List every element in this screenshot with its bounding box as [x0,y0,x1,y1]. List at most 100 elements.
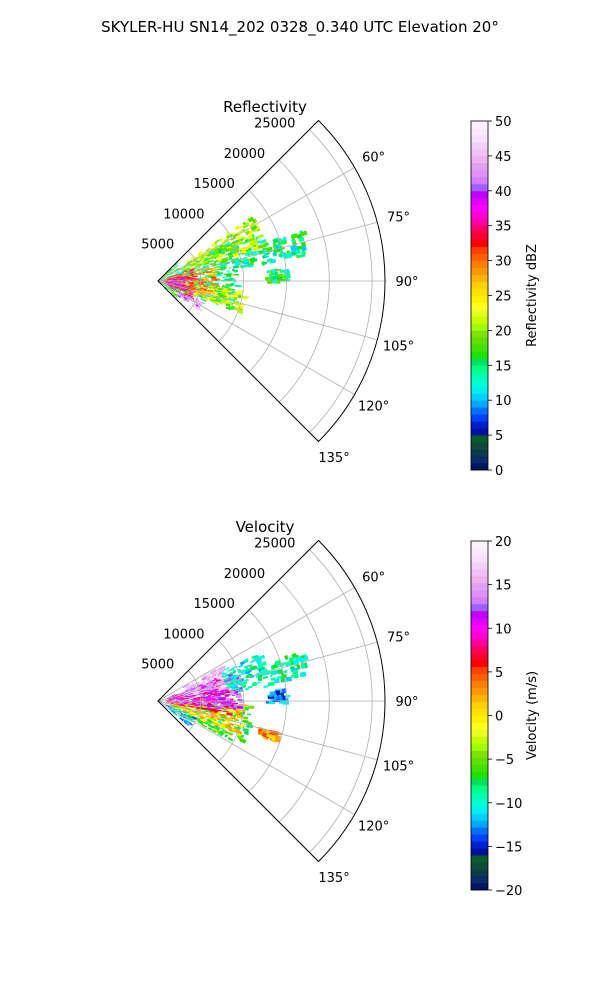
radar-echo-cell [169,285,174,288]
range-tick-label: 5000 [141,238,174,253]
radar-echo-cell [251,258,258,263]
colorbar-swatch [471,274,488,282]
radar-echo-cell [188,290,195,294]
colorbar-swatch [471,232,488,241]
colorbar-swatch [471,239,488,248]
radar-echo-cell [171,273,174,275]
radar-echo-cell [216,246,221,249]
radar-echo-cell [228,253,233,258]
colorbar-tick-label: 5 [495,666,503,681]
radar-echo-cell [248,237,256,242]
radar-echo-cell [209,260,213,263]
radar-echo-cell [181,709,187,713]
radar-echo-cell [259,239,267,244]
radar-echo-cell [184,701,189,702]
colorbar-swatch [471,708,488,716]
radar-echo-cell [194,255,200,260]
radar-echo-cell [253,655,261,662]
colorbar-tick-label: 10 [495,394,512,409]
radar-echo-cell [178,271,183,274]
radar-echo-cell [190,298,197,303]
colorbar-swatch [471,141,488,150]
radar-echo-cell [189,683,194,686]
azimuth-tick-label: 135° [318,451,349,466]
radar-echo-cell [200,707,208,710]
radar-echo-cell [193,701,200,703]
colorbar-swatch [471,421,488,429]
radar-echo-cell [232,301,240,306]
azimuth-tick-label: 120° [358,820,389,835]
radar-echo-cell [263,255,270,259]
radar-echo-cell [218,697,226,700]
radar-echo-cell [237,309,244,315]
radar-echo-cell [236,688,244,692]
radar-echo-cell [191,707,197,710]
colorbar-label: Velocity (m/s) [525,671,540,760]
radar-echo-cell [188,713,195,717]
radar-echo-cell [179,698,183,700]
radar-echo-cell [225,303,231,307]
radar-echo-cell [194,685,201,690]
colorbar-swatch [471,190,488,199]
colorbar: 0 5 10 15 20 25 30 35 40 45 50 Reflectivity dBZ [470,115,540,479]
azimuth-tick-label: 60° [362,151,385,166]
radar-echo-cell [235,694,242,698]
colorbar-swatch [471,834,488,842]
radar-echo-cell [245,248,251,253]
radar-echo-cell [168,285,173,288]
radar-echo-cell [233,296,238,301]
radar-echo-cell [177,701,185,703]
colorbar-swatch [471,792,488,800]
colorbar-swatch [471,778,488,786]
radar-echo-cell [242,727,250,733]
radar-echo-cell [214,296,219,299]
radar-echo-cell [173,268,178,272]
radar-echo-cell [205,714,212,718]
radar-echo-cell [241,241,246,245]
radar-echo-cell [228,305,235,311]
radar-echo-cell [229,722,235,727]
radar-echo-cell [184,691,189,694]
radar-echo-cell [211,243,215,247]
radar-echo-cell [165,275,172,279]
radar-echo-cell [174,704,180,706]
colorbar-swatch [471,701,488,709]
radar-echo-cell [226,720,231,723]
colorbar-tick-label: −15 [495,840,522,855]
radar-echo-cell [206,708,214,711]
azimuth-spoke [157,280,355,395]
radar-echo-cell [168,272,175,276]
radar-echo-cell [167,286,173,291]
colorbar-swatch [471,372,488,380]
radar-echo-cell [206,691,213,694]
radar-echo-cell [235,693,242,696]
colorbar-swatch [471,813,488,821]
radar-echo-cell [282,236,287,241]
radar-echo-cell [167,271,172,275]
radar-echo-cell [232,669,237,674]
colorbar-tick-label: 20 [495,535,512,550]
radar-echo-cell [191,716,198,721]
radar-echo-cell [226,301,233,305]
radar-echo-cell [192,692,200,695]
radar-echo-cell [234,717,239,720]
radar-echo-cell [205,682,213,687]
radar-echo-cell [237,236,244,241]
colorbar-swatch [471,365,488,373]
radar-echo-cell [257,662,264,668]
radar-echo-cell [180,288,187,291]
radar-echo-cell [238,669,246,673]
colorbar-swatch [471,400,488,408]
radar-echo-cell [212,274,218,277]
radar-echo-cell [165,701,170,703]
radar-echo-cell [173,712,178,716]
colorbar-swatch [471,666,488,675]
range-tick-label: 25000 [254,537,295,552]
radar-echo-cell [255,658,263,664]
colorbar-swatch [471,596,488,605]
radar-echo-cell [189,268,195,272]
radar-echo-cell [170,705,177,708]
radar-echo-cell [178,710,182,713]
radar-echo-cell [212,722,217,726]
radar-echo-cell [191,695,196,697]
